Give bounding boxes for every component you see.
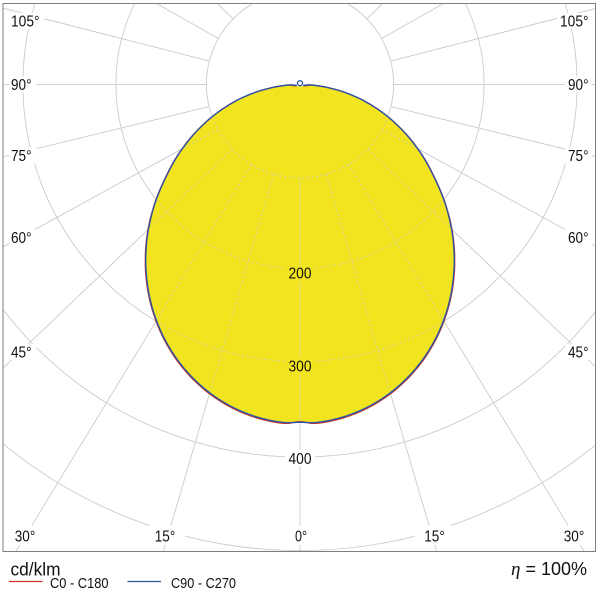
- svg-text:105°: 105°: [560, 13, 589, 30]
- svg-text:75°: 75°: [11, 148, 32, 165]
- svg-text:45°: 45°: [568, 344, 589, 361]
- svg-text:60°: 60°: [568, 230, 589, 247]
- svg-text:400: 400: [289, 451, 312, 468]
- svg-text:C90 - C270: C90 - C270: [171, 575, 236, 592]
- svg-text:75°: 75°: [568, 148, 589, 165]
- svg-text:30°: 30°: [564, 528, 585, 545]
- svg-text:90°: 90°: [568, 77, 589, 94]
- svg-text:η = 100%: η = 100%: [511, 559, 587, 580]
- svg-text:cd/klm: cd/klm: [11, 560, 61, 580]
- svg-text:15°: 15°: [155, 528, 176, 545]
- svg-text:0°: 0°: [295, 528, 307, 545]
- svg-text:300: 300: [289, 358, 312, 375]
- svg-text:30°: 30°: [15, 528, 36, 545]
- svg-text:15°: 15°: [424, 528, 445, 545]
- svg-text:90°: 90°: [11, 77, 32, 94]
- svg-text:60°: 60°: [11, 230, 32, 247]
- svg-text:C0 - C180: C0 - C180: [50, 575, 109, 592]
- svg-text:200: 200: [289, 265, 312, 282]
- svg-text:105°: 105°: [11, 13, 40, 30]
- svg-text:45°: 45°: [11, 344, 32, 361]
